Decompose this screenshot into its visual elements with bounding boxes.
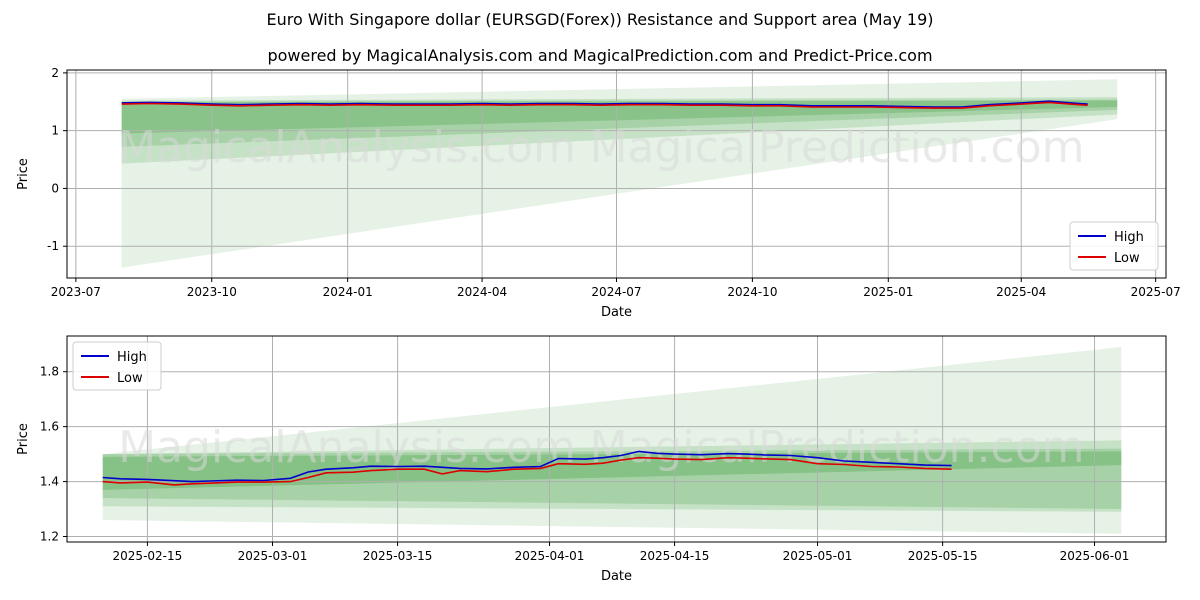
x-axis-label: Date	[601, 569, 632, 584]
y-tick-label: 0	[51, 181, 59, 195]
support-resistance-band-3	[121, 100, 1118, 134]
support-resistance-band-2	[121, 99, 1118, 147]
series-line-low	[121, 101, 1088, 109]
x-tick-label: 2025-01	[863, 285, 913, 299]
support-resistance-band-0	[102, 346, 1122, 534]
x-tick-label: 2025-06-01	[1060, 549, 1130, 563]
band-group	[121, 79, 1118, 268]
x-tick-label: 2024-04	[457, 285, 507, 299]
legend: High Low	[1069, 221, 1159, 271]
plot-frame	[66, 335, 1167, 543]
watermark-text: MagicalPrediction.com	[590, 122, 1085, 173]
plot-frame	[66, 69, 1167, 279]
legend: High Low	[72, 341, 162, 391]
y-tick-label: -1	[47, 239, 59, 253]
x-tick-label: 2025-04-01	[515, 549, 585, 563]
x-tick-label: 2023-07	[51, 285, 101, 299]
x-tick-label: 2024-07	[591, 285, 641, 299]
y-tick-label: 1.4	[40, 475, 59, 489]
x-tick-label: 2025-04-15	[640, 549, 710, 563]
x-axis-label: Date	[601, 305, 632, 320]
legend-label-low: Low	[1114, 251, 1140, 266]
legend-label-low: Low	[117, 371, 143, 386]
support-resistance-band-3	[102, 451, 1122, 490]
x-tick-label: 2025-03-15	[363, 549, 433, 563]
x-tick-label: 2025-05-15	[908, 549, 978, 563]
support-resistance-band-1	[102, 440, 1122, 512]
x-tick-label: 2023-10	[187, 285, 237, 299]
series-group	[121, 100, 1088, 109]
band-group	[102, 346, 1122, 534]
x-tick-label: 2025-03-01	[238, 549, 308, 563]
x-tick-label: 2025-07	[1131, 285, 1181, 299]
watermark-text: MagicalPrediction.com	[590, 422, 1085, 473]
x-tick-label: 2025-05-01	[783, 549, 853, 563]
x-tick-label: 2025-02-15	[113, 549, 183, 563]
watermark-text: MagicalAnalysis.com	[118, 122, 576, 173]
y-tick-label: 2	[51, 66, 59, 80]
series-line-low	[102, 456, 952, 486]
x-tick-label: 2024-10	[727, 285, 777, 299]
chart-title: Euro With Singapore dollar (EURSGD(Forex…	[266, 10, 934, 29]
series-line-high	[102, 450, 952, 483]
y-tick-label: 1.2	[40, 530, 59, 544]
y-tick-label: 1	[51, 124, 59, 138]
series-group	[102, 450, 952, 486]
bottom-chart: 2025-02-15 2025-03-01 2025-03-15 2025-04-01…	[16, 335, 1167, 584]
y-tick-label: 1.6	[40, 420, 59, 434]
top-chart: 2023-07 2023-10 2024-01 2024-04 2024-07 2024-…	[16, 66, 1181, 320]
x-tick-label: 2024-01	[323, 285, 373, 299]
series-line-high	[121, 100, 1088, 108]
legend-label-high: High	[117, 350, 147, 365]
support-resistance-band-2	[102, 448, 1122, 510]
x-tick-label: 2025-04	[996, 285, 1046, 299]
y-axis-label: Price	[16, 158, 31, 190]
y-axis-label: Price	[16, 423, 31, 455]
watermark-text: MagicalAnalysis.com	[118, 422, 576, 473]
legend-label-high: High	[1114, 230, 1144, 245]
chart-subtitle: powered by MagicalAnalysis.com and Magic…	[267, 46, 933, 65]
support-resistance-band-0	[121, 79, 1118, 268]
y-tick-label: 1.8	[40, 365, 59, 379]
